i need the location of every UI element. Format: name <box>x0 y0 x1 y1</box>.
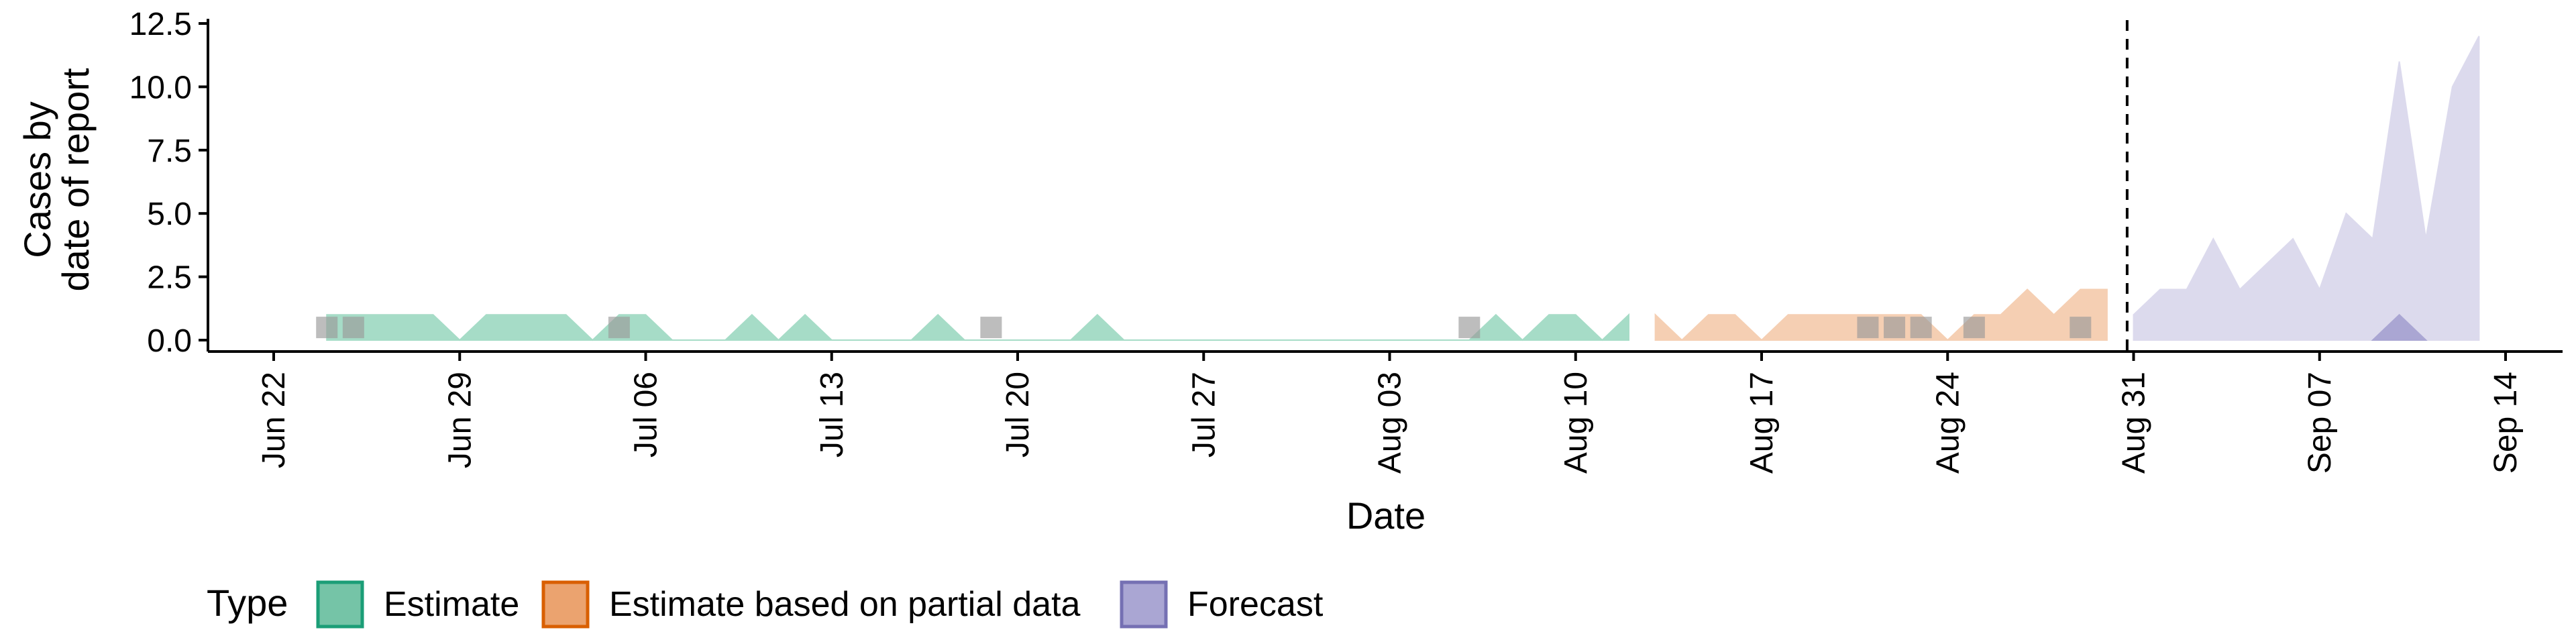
y-axis: 0.0 2.5 5.0 7.5 10.0 12.5 <box>129 7 209 359</box>
y-tick-label: 7.5 <box>147 133 192 169</box>
y-axis-label-line-2: date of report <box>54 68 97 292</box>
legend-key-forecast <box>1120 580 1168 629</box>
x-tick-label: Jun 29 <box>442 372 478 468</box>
legend-key-estimate <box>316 580 364 629</box>
observed-point <box>1910 317 1932 339</box>
observed-point <box>1458 317 1481 339</box>
legend-label-forecast: Forecast <box>1187 585 1324 624</box>
observed-points <box>316 317 2092 339</box>
x-tick-label: Jul 27 <box>1186 372 1222 458</box>
x-tick-label: Jul 06 <box>629 372 664 458</box>
legend-key-estimate-based-on-partial-data <box>541 580 590 629</box>
observed-point <box>1963 317 1985 339</box>
y-axis-label-line-1: Cases by <box>16 101 58 258</box>
x-axis-label: Date <box>1346 494 1426 537</box>
area-estimate-0 <box>326 313 1629 341</box>
x-tick-label: Sep 14 <box>2488 372 2524 474</box>
legend: Type Estimate Estimate based on partial d… <box>207 580 1324 629</box>
x-tick-label: Aug 24 <box>1930 372 1966 474</box>
x-axis: Jun 22 Jun 29 Jul 06 Jul 13 Jul 20 Jul 27 Aug … <box>208 350 2563 474</box>
observed-point <box>316 317 338 339</box>
legend-label-estimate-based-on-partial-data: Estimate based on partial data <box>609 585 1081 624</box>
observed-point <box>1884 317 1906 339</box>
y-tick-label: 0.0 <box>147 323 192 359</box>
x-tick-label: Aug 31 <box>2116 372 2152 474</box>
x-tick-label: Jun 22 <box>256 372 292 468</box>
legend-label-estimate: Estimate <box>384 585 519 624</box>
area-estimate-based-on-partial-data-1 <box>1654 288 2108 341</box>
y-tick-label: 5.0 <box>147 197 192 232</box>
y-tick-label: 10.0 <box>129 70 192 105</box>
x-tick-label: Aug 10 <box>1558 372 1594 474</box>
x-tick-label: Jul 13 <box>814 372 850 458</box>
observed-point <box>980 317 1002 339</box>
legend-title: Type <box>207 582 288 624</box>
observed-point <box>1857 317 1879 339</box>
y-tick-label: 2.5 <box>147 260 192 296</box>
observed-point <box>608 317 630 339</box>
area-forecast-2 <box>2133 36 2480 341</box>
observed-point <box>2070 317 2092 339</box>
y-tick-label: 12.5 <box>129 7 192 42</box>
area-forecast-3 <box>2371 313 2428 341</box>
x-tick-label: Sep 07 <box>2302 372 2338 474</box>
x-tick-label: Aug 03 <box>1373 372 1408 474</box>
observed-point <box>342 317 364 339</box>
x-tick-label: Jul 20 <box>1000 372 1036 458</box>
x-tick-label: Aug 17 <box>1744 372 1780 474</box>
area-layer <box>326 36 2480 341</box>
